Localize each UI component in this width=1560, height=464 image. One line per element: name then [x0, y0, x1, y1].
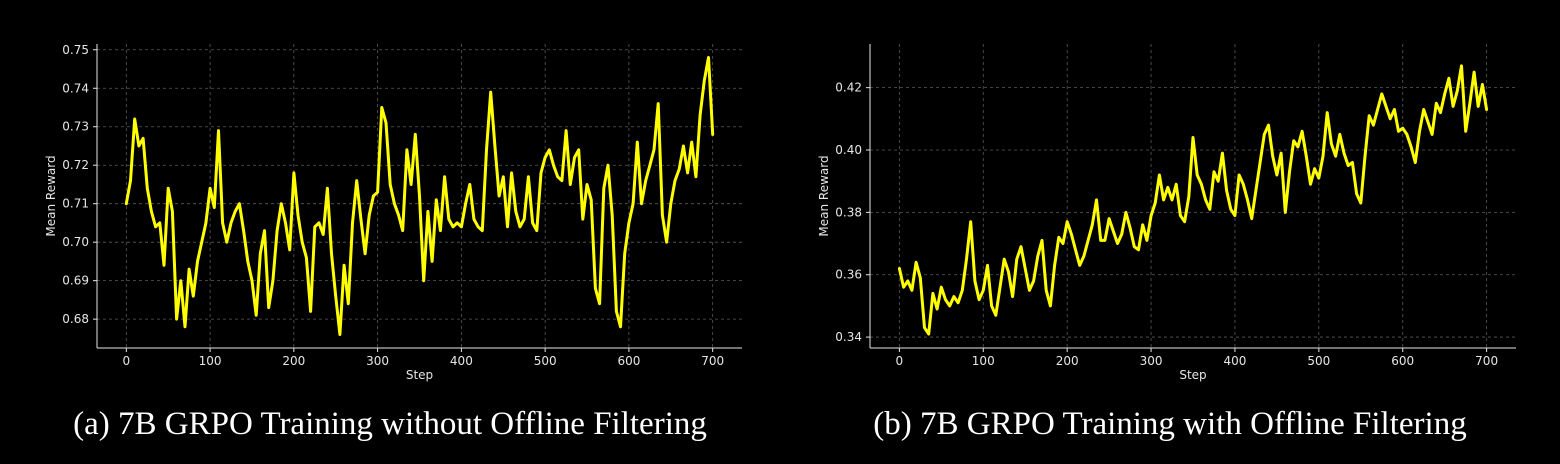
chart-a-y-tick-label: 0.73 — [62, 120, 89, 134]
chart-a-x-tick-label: 500 — [534, 354, 557, 368]
chart-a-y-tick-label: 0.75 — [62, 43, 89, 57]
chart-a-x-tick-label: 600 — [617, 354, 640, 368]
chart-a-y-tick-label: 0.71 — [62, 197, 89, 211]
chart-a-x-tick-label: 400 — [450, 354, 473, 368]
chart-a-x-axis-label: Step — [406, 368, 433, 382]
chart-b-x-tick-label: 100 — [972, 354, 995, 368]
chart-a-y-tick-label: 0.70 — [62, 235, 89, 249]
chart-a-y-tick-label: 0.74 — [62, 81, 89, 95]
chart-a-x-tick-label: 200 — [282, 354, 305, 368]
chart-b-x-tick-label: 0 — [896, 354, 904, 368]
chart-a-series-line-0 — [124, 56, 715, 336]
chart-b-y-tick-label: 0.42 — [835, 81, 862, 95]
chart-b-x-axis-label: Step — [1179, 368, 1206, 382]
chart-a-plot: 0 100 200 300 400 500 600 700 0.68 0.69 0.70 0.71 0.… — [44, 43, 742, 382]
chart-a-y-tick-label: 0.69 — [62, 274, 89, 288]
chart-b-series-line-0 — [897, 64, 1489, 336]
chart-a-x-tick-label: 300 — [366, 354, 389, 368]
chart-a-x-tick-label: 0 — [122, 354, 130, 368]
chart-b-caption: (b) 7B GRPO Training with Offline Filter… — [873, 406, 1467, 442]
chart-a-x-tick-label: 100 — [199, 354, 222, 368]
chart-b-x-tick-label: 200 — [1056, 354, 1079, 368]
chart-a-x-tick-label: 700 — [701, 354, 724, 368]
chart-b-plot: 0 100 200 300 400 500 600 700 0.34 0.36 0.38 0.40 0.… — [817, 44, 1516, 382]
chart-b-x-tick-label: 600 — [1391, 354, 1414, 368]
chart-b-x-tick-label: 300 — [1140, 354, 1163, 368]
chart-a-caption: (a) 7B GRPO Training without Offline Fil… — [73, 406, 707, 442]
chart-a-y-tick-label: 0.68 — [62, 312, 89, 326]
chart-b-y-tick-label: 0.40 — [835, 143, 862, 157]
chart-panel-b: 0 100 200 300 400 500 600 700 0.34 0.36 0.38 0.40 0.… — [780, 0, 1560, 464]
chart-b-y-tick-label: 0.38 — [835, 205, 862, 219]
chart-panel-a: 0 100 200 300 400 500 600 700 0.68 0.69 0.70 0.71 0.… — [44, 43, 742, 442]
chart-a-y-axis-label: Mean Reward — [44, 155, 58, 236]
chart-b-x-tick-label: 700 — [1475, 354, 1498, 368]
chart-b-y-axis-label: Mean Reward — [817, 155, 831, 236]
chart-a-y-tick-label: 0.72 — [62, 158, 89, 172]
chart-b-y-tick-label: 0.36 — [835, 268, 862, 282]
chart-b-x-tick-label: 400 — [1223, 354, 1246, 368]
chart-b-x-tick-label: 500 — [1307, 354, 1330, 368]
chart-b-y-tick-label: 0.34 — [835, 330, 862, 344]
